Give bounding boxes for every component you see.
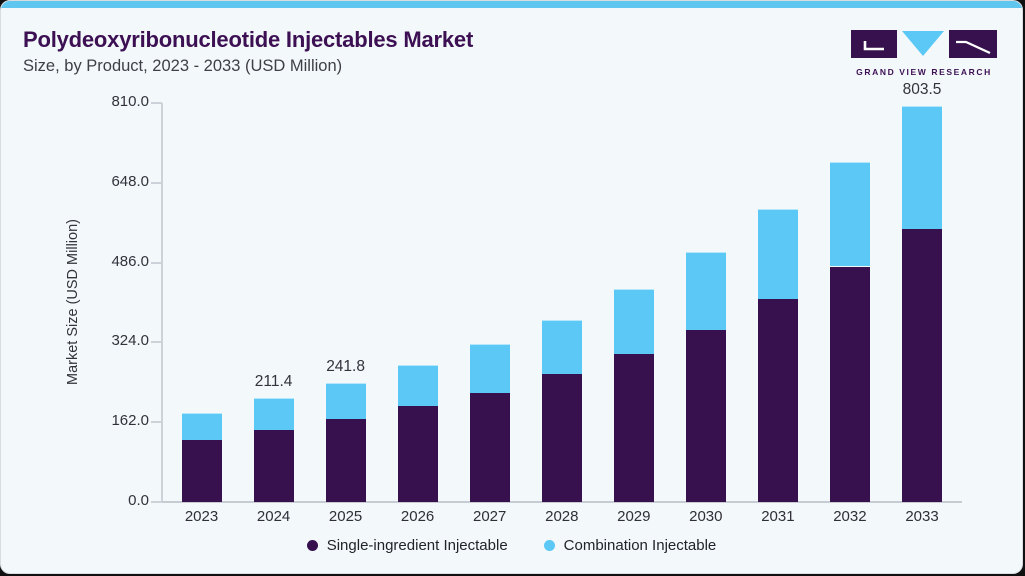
bar-single-ingredient-2026 [397,406,438,502]
bar-single-ingredient-2024 [253,429,294,502]
page-subtitle: Size, by Product, 2023 - 2033 (USD Milli… [23,57,343,75]
x-axis-label-2031: 2031 [761,508,795,525]
y-axis-tick-label: 810.0 [111,93,149,110]
y-axis-tick-label: 324.0 [111,332,149,350]
bar-combination-2027 [469,344,510,393]
y-axis-tick [151,102,162,104]
y-axis-tick-label: 0.0 [128,492,149,509]
bar-combination-2033 [902,106,942,229]
chart-legend: Single-ingredient Injectable Combination … [1,537,1022,554]
bar-combination-2023 [181,413,222,440]
legend-swatch-icon [543,540,555,551]
y-axis-tick-label: 648.0 [111,172,149,190]
bar-total-label-2033: 803.5 [902,81,942,99]
x-axis-label-2027: 2027 [473,508,507,525]
bar-combination-2026 [397,364,438,407]
grand-view-research-logo: GRAND VIEW RESEARCH [850,29,998,77]
bar-single-ingredient-2023 [181,439,222,502]
legend-swatch-icon [306,540,318,551]
x-axis-label-2033: 2033 [905,508,939,525]
page-title: Polydeoxyribonucleotide Injectables Mark… [23,27,474,52]
bar-combination-2025 [325,382,366,419]
x-axis-label-2032: 2032 [833,508,867,525]
y-axis-tick [151,341,162,344]
x-axis-label-2023: 2023 [184,508,219,525]
bar-single-ingredient-2030 [685,329,726,502]
bar-single-ingredient-2029 [613,353,654,502]
legend-label: Combination Injectable [563,537,717,554]
bar-single-ingredient-2033 [902,228,942,502]
y-axis-tick [151,501,162,503]
bar-combination-2030 [685,251,726,330]
x-axis-label-2024: 2024 [256,508,291,525]
bar-single-ingredient-2025 [325,419,366,502]
top-accent-bar [1,1,1022,8]
bar-combination-2028 [541,319,582,374]
bar-combination-2032 [829,162,870,267]
bar-single-ingredient-2031 [757,299,798,502]
bar-single-ingredient-2027 [469,392,510,502]
y-axis-tick-label: 486.0 [111,252,149,270]
x-axis-label-2028: 2028 [545,508,579,525]
bar-combination-2024 [253,397,294,430]
bar-single-ingredient-2028 [541,373,582,502]
bar-combination-2029 [613,289,654,354]
x-axis-line [152,501,962,503]
y-axis-tick-label: 162.0 [111,412,149,430]
y-axis-tick [151,181,162,184]
x-axis-label-2030: 2030 [689,508,723,525]
x-axis-label-2026: 2026 [400,508,435,525]
bar-combination-2031 [757,209,798,300]
y-axis-tick [151,261,162,264]
legend-label: Single-ingredient Injectable [326,537,508,554]
bar-total-label-2025: 241.8 [326,357,365,375]
gvr-logo-icon [851,30,997,58]
y-axis-tick [151,421,162,424]
bar-total-label-2024: 211.4 [254,372,293,390]
y-axis-title: Market Size (USD Million) [65,219,81,385]
legend-item-1: Combination Injectable [543,537,717,554]
bar-single-ingredient-2032 [829,266,870,502]
x-axis-label-2029: 2029 [617,508,651,525]
y-axis-line [161,103,163,502]
logo-wordmark: GRAND VIEW RESEARCH [856,67,992,77]
legend-item-0: Single-ingredient Injectable [306,537,508,554]
x-axis-label-2025: 2025 [328,508,363,525]
